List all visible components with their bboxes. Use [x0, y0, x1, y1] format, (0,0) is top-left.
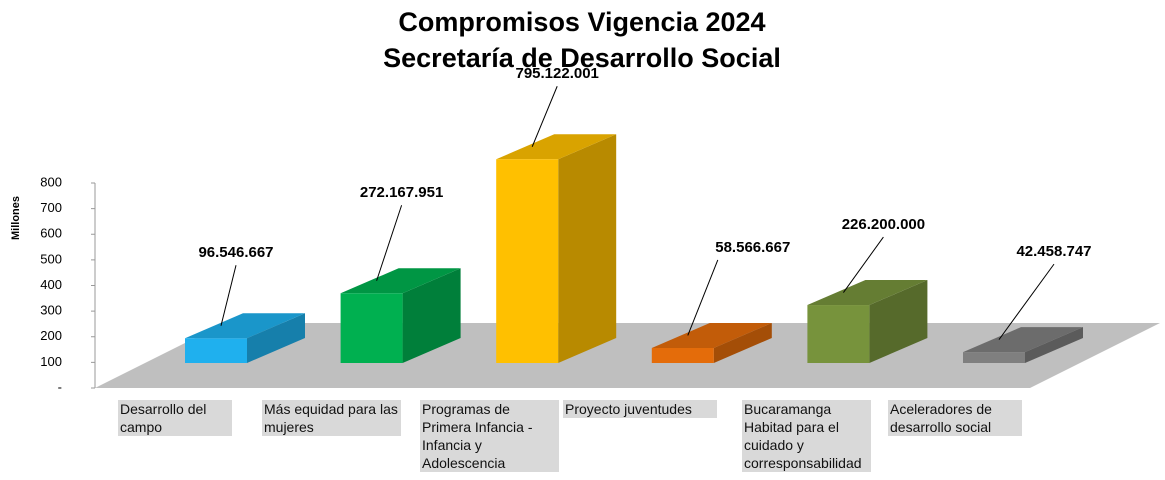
leader-line	[998, 263, 1055, 340]
y-tick-label: 500	[40, 251, 62, 266]
y-tick-label: 700	[40, 200, 62, 215]
bar-top	[807, 280, 928, 306]
bar-top	[651, 322, 772, 348]
bar-top	[185, 313, 305, 339]
bar-side	[869, 280, 928, 363]
bar-side	[713, 322, 772, 363]
y-tick-label: 200	[40, 328, 62, 343]
bar-top	[496, 134, 617, 160]
bar	[963, 352, 1025, 363]
y-tick-label: 100	[40, 354, 62, 369]
x-tick-label: Más equidad para las mujeres	[262, 400, 401, 436]
leader-line	[376, 205, 403, 281]
leader-line	[687, 259, 719, 336]
y-tick-label: -	[58, 379, 62, 394]
x-tick-label: Desarrollo del campo	[118, 400, 232, 436]
chart-title: Compromisos Vigencia 2024	[398, 7, 765, 37]
y-tick-label: 300	[40, 303, 62, 318]
x-tick-label: Proyecto juventudes	[563, 400, 717, 418]
bar-side	[558, 134, 617, 363]
y-tick-label: 600	[40, 226, 62, 241]
leader-line	[842, 236, 884, 293]
bar	[340, 293, 403, 363]
x-tick-label: Aceleradores de desarrollo social	[888, 400, 1022, 436]
data-label: 226.200.000	[842, 216, 925, 233]
leader-line	[531, 86, 558, 147]
data-label: 96.546.667	[198, 244, 273, 261]
y-tick-label: 800	[40, 174, 62, 189]
bar-side	[402, 268, 461, 363]
x-tick-label: Bucaramanga Habitad para el cuidado y co…	[742, 400, 871, 472]
bar	[185, 338, 247, 363]
data-label: 58.566.667	[715, 239, 790, 256]
bar	[807, 305, 870, 363]
bar-top	[963, 327, 1083, 353]
x-tick-label: Programas de Primera Infancia - Infancia…	[420, 400, 559, 472]
chart-subtitle: Secretaría de Desarrollo Social	[383, 43, 781, 73]
bar-top	[340, 268, 461, 294]
bar-side	[247, 313, 305, 363]
bar-side	[1025, 327, 1083, 363]
y-axis-label: Millones	[10, 196, 22, 240]
data-label: 795.122.001	[515, 65, 598, 82]
y-tick-label: 400	[40, 277, 62, 292]
bar	[496, 159, 559, 363]
data-label: 272.167.951	[360, 184, 443, 201]
leader-line	[220, 265, 237, 326]
bar	[651, 347, 714, 363]
data-label: 42.458.747	[1016, 243, 1091, 260]
